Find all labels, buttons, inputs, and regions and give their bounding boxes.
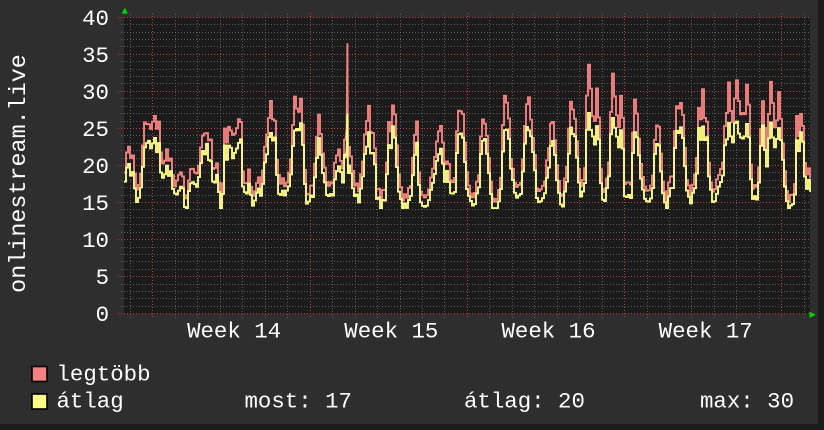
svg-text:legtöbb: legtöbb — [57, 361, 151, 387]
svg-text:20: 20 — [82, 154, 109, 180]
svg-text:5: 5 — [96, 265, 109, 291]
svg-text:onlinestream.live: onlinestream.live — [7, 54, 33, 293]
svg-text:átlag: 20: átlag: 20 — [464, 388, 585, 414]
svg-text:most: 17: most: 17 — [245, 388, 353, 414]
svg-text:40: 40 — [82, 6, 109, 32]
svg-text:Week 14: Week 14 — [187, 319, 281, 345]
svg-text:10: 10 — [82, 228, 109, 254]
svg-text:0: 0 — [96, 302, 109, 328]
svg-text:Week 17: Week 17 — [659, 319, 753, 345]
svg-text:25: 25 — [82, 117, 109, 143]
svg-text:Week 15: Week 15 — [344, 319, 438, 345]
svg-text:15: 15 — [82, 191, 109, 217]
svg-text:30: 30 — [82, 80, 109, 106]
svg-text:35: 35 — [82, 43, 109, 69]
svg-text:max: 30: max: 30 — [700, 388, 794, 414]
svg-text:átlag: átlag — [57, 388, 124, 414]
svg-text:Week 16: Week 16 — [501, 319, 595, 345]
